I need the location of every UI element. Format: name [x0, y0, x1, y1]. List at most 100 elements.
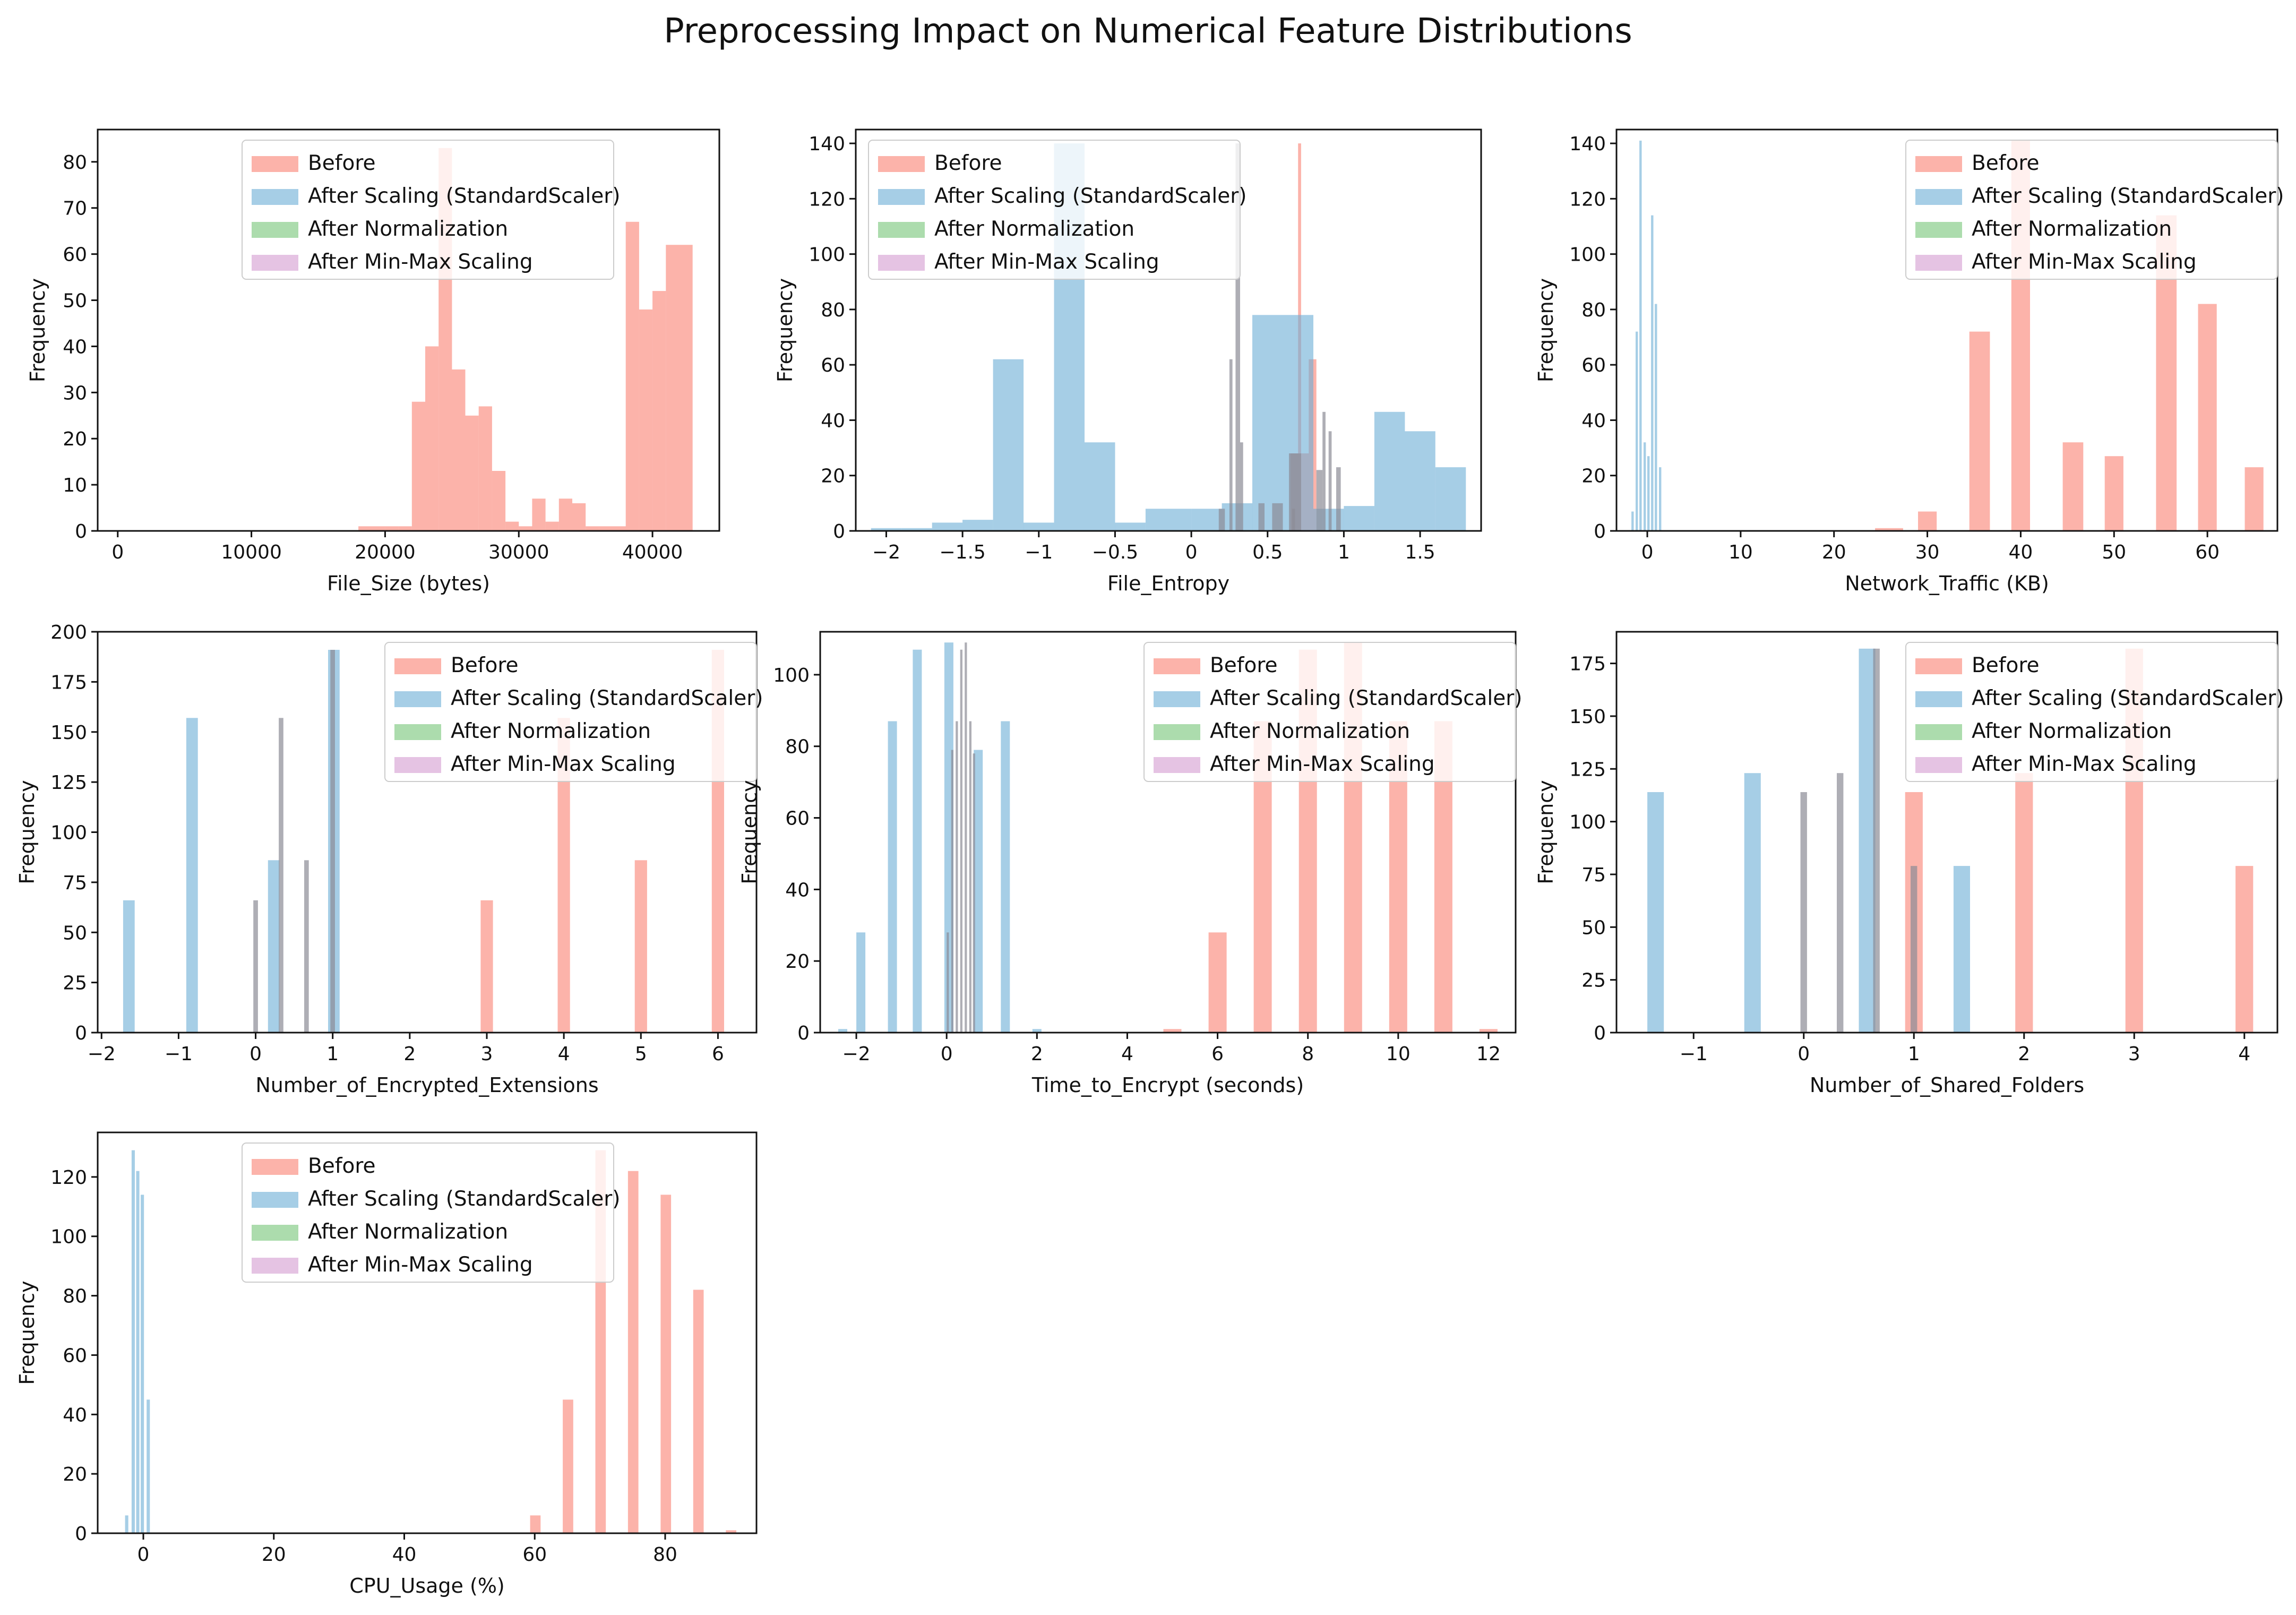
panel-5-bar-after-normalization-3: [960, 649, 962, 1033]
panel-5-bar-after-scaling-standardscaler-6: [1001, 721, 1010, 1033]
panel-1-bar-before-21: [652, 291, 666, 531]
panel-1-legend-swatch-0: [252, 156, 298, 172]
panel-1-xtick-label-2: 20000: [355, 542, 416, 563]
panel-5-bar-after-scaling-standardscaler-0: [838, 1029, 847, 1033]
panel-2-bar-after-normalization-0: [1229, 359, 1233, 531]
panel-1-xtick-label-0: 0: [111, 542, 124, 563]
panel-5-ylabel: Frequency: [738, 780, 761, 884]
panel-6-legend-swatch-2: [1915, 724, 1962, 740]
panel-7-bar-before-6: [726, 1530, 736, 1533]
panel-5: −2 0 2 4 6 8 10 12 0 20 40 60 80 100 Time_to_Encrypt (…: [738, 631, 1523, 1097]
panel-7-bar-before-0: [530, 1515, 541, 1533]
panel-5-legend-swatch-3: [1154, 757, 1200, 773]
panel-3-ytick-label-6: 120: [1569, 188, 1606, 210]
panel-2-ytick-label-7: 140: [809, 133, 845, 155]
panel-3-xtick-label-6: 60: [2195, 542, 2220, 563]
panel-2-ytick-label-3: 60: [821, 355, 845, 376]
panel-1-legend-box: [242, 140, 614, 280]
panel-4-legend-label-2: After Normalization: [451, 719, 651, 743]
panel-4-ytick-label-6: 150: [50, 722, 87, 744]
panel-2-bar-after-scaling-standardscaler-7: [1085, 442, 1115, 531]
panel-3-bar-before-0: [1875, 528, 1903, 531]
panel-3-bar-after-scaling-standardscaler-4: [1647, 456, 1650, 531]
panel-6-legend-swatch-3: [1915, 757, 1962, 773]
panel-5-xtick-label-3: 4: [1121, 1043, 1133, 1065]
panel-6-xtick-label-5: 4: [2238, 1043, 2250, 1065]
panel-4-legend-label-0: Before: [451, 654, 519, 677]
panel-3-ytick-label-7: 140: [1569, 133, 1606, 155]
panel-1-ytick-label-2: 20: [63, 428, 87, 450]
panel-6: −1 0 1 2 3 4 0 25 50 75 100 125 150 175 Number_of_Shar…: [1534, 631, 2284, 1097]
panel-4-bar-after-scaling-standardscaler-2: [268, 860, 280, 1033]
panel-5-bar-after-scaling-standardscaler-1: [856, 932, 866, 1033]
panel-4-ytick-label-3: 75: [63, 872, 87, 894]
panel-6-ytick-label-0: 0: [1594, 1023, 1606, 1044]
panel-1-legend-swatch-2: [252, 222, 298, 238]
panel-2-xtick-label-4: 0: [1185, 542, 1198, 563]
panel-1-xtick-label-3: 30000: [488, 542, 549, 563]
panel-7-legend-label-2: After Normalization: [308, 1220, 508, 1244]
panel-7-xlabel: CPU_Usage (%): [349, 1574, 505, 1597]
panel-2-xtick-label-0: −2: [872, 542, 900, 563]
panel-3-bar-after-scaling-standardscaler-2: [1639, 140, 1642, 531]
panel-1-bar-before-8: [465, 415, 479, 531]
panel-2-legend-swatch-2: [878, 222, 925, 238]
panel-3-bar-after-scaling-standardscaler-7: [1659, 467, 1662, 531]
panel-6-bar-after-scaling-standardscaler-2: [1859, 648, 1876, 1033]
panel-3-ytick-label-2: 40: [1581, 410, 1606, 432]
panel-2-bar-after-scaling-standardscaler-18: [1435, 467, 1466, 531]
panel-7-bar-before-4: [660, 1195, 672, 1533]
panel-4-bar-after-normalization-2: [304, 860, 309, 1033]
panel-1-legend-swatch-3: [252, 255, 298, 271]
panel-6-legend-swatch-0: [1915, 658, 1962, 674]
panel-2-bar-after-normalization-5: [1328, 431, 1332, 531]
panel-4-bar-before-1: [557, 718, 570, 1033]
panel-5-bar-after-normalization-1: [951, 750, 953, 1033]
panel-2-xlabel: File_Entropy: [1107, 572, 1229, 595]
panel-5-bar-after-scaling-standardscaler-2: [888, 721, 897, 1033]
panel-6-bar-after-scaling-standardscaler-0: [1647, 792, 1664, 1033]
panel-3-legend-swatch-2: [1915, 222, 1962, 238]
panel-2-bar-after-scaling-standardscaler-5: [1024, 522, 1054, 531]
panel-1-bar-before-12: [519, 526, 532, 531]
panel-5-bar-after-normalization-5: [969, 721, 971, 1033]
panel-2-legend-label-3: After Min-Max Scaling: [934, 250, 1159, 274]
panel-6-xtick-label-2: 1: [1908, 1043, 1920, 1065]
panel-7-legend-box: [242, 1142, 614, 1283]
panel-6-xtick-label-1: 0: [1798, 1043, 1810, 1065]
panel-4-legend-swatch-0: [394, 658, 441, 674]
panel-1-bar-before-19: [625, 221, 639, 531]
panel-1-bar-before-11: [505, 521, 519, 531]
panel-7-ylabel: Frequency: [15, 1281, 39, 1385]
panel-5-xtick-label-5: 8: [1302, 1043, 1314, 1065]
panel-4-ytick-label-1: 25: [63, 973, 87, 994]
panel-2-bar-after-scaling-standardscaler-8: [1115, 522, 1146, 531]
panel-4-ylabel: Frequency: [15, 780, 39, 884]
panel-2-bar-after-scaling-standardscaler-3: [962, 520, 993, 531]
panel-4-legend: Before After Scaling (StandardScaler) Afte…: [384, 642, 763, 782]
panel-7-legend-swatch-2: [252, 1225, 298, 1241]
panel-5-ytick-label-4: 80: [785, 736, 810, 758]
panel-7-xtick-label-4: 80: [653, 1544, 677, 1566]
panel-4-legend-label-3: After Min-Max Scaling: [451, 752, 676, 776]
panel-1-legend-label-0: Before: [308, 151, 376, 175]
panel-5-bar-before-0: [1163, 1029, 1182, 1033]
panel-2-bar-after-min-max-scaling-0: [1218, 509, 1225, 531]
panel-7-bar-after-scaling-standardscaler-1: [131, 1150, 135, 1533]
panel-1-xtick-label-4: 40000: [622, 542, 683, 563]
panel-7-bar-after-scaling-standardscaler-4: [147, 1399, 150, 1533]
panel-2-xtick-label-2: −1: [1025, 542, 1053, 563]
panel-6-xtick-label-3: 2: [2018, 1043, 2030, 1065]
panel-1-bar-before-22: [666, 245, 680, 531]
panel-7-bar-before-3: [627, 1171, 639, 1533]
panel-1: 0 10000 20000 30000 40000 0 10 20 30 40 50 60 70 80 Fi…: [26, 128, 720, 595]
panel-4-xtick-label-0: −2: [88, 1043, 116, 1065]
panel-1-bar-before-23: [679, 245, 693, 531]
panel-2-bar-after-normalization-4: [1322, 411, 1326, 531]
panel-3-bar-before-7: [2198, 304, 2217, 531]
panel-1-bar-before-16: [572, 503, 586, 531]
panel-7-xtick-label-2: 40: [392, 1544, 417, 1566]
panel-2-bar-after-scaling-standardscaler-9: [1145, 509, 1192, 531]
panel-1-ytick-label-1: 10: [63, 475, 87, 496]
